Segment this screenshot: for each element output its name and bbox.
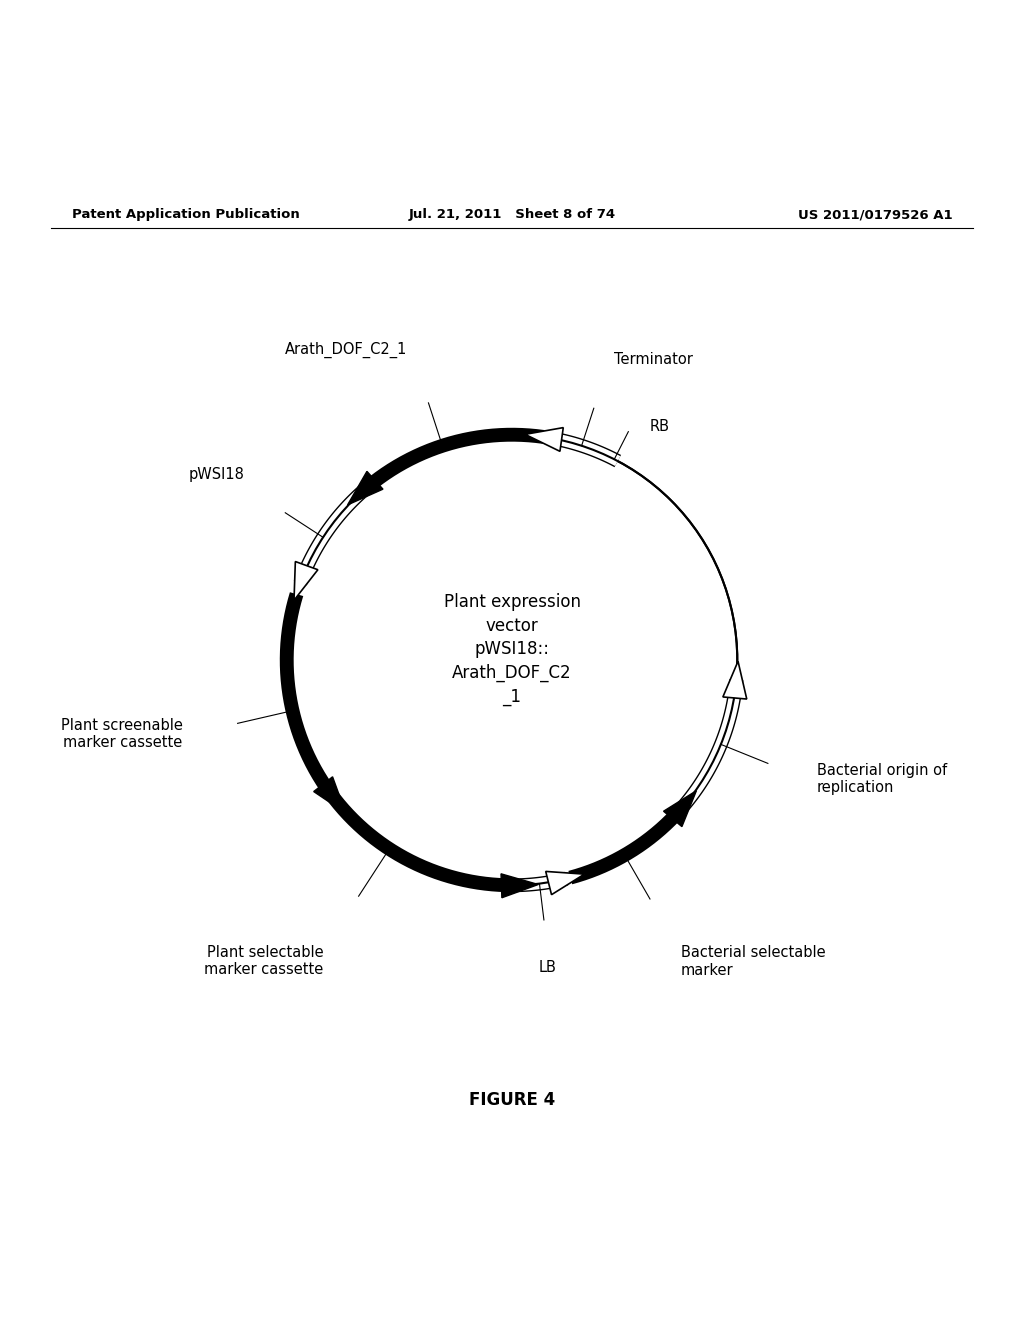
Text: US 2011/0179526 A1: US 2011/0179526 A1 [798,209,952,220]
Polygon shape [723,661,746,700]
Text: Plant selectable
marker cassette: Plant selectable marker cassette [204,945,324,977]
Text: FIGURE 4: FIGURE 4 [469,1092,555,1109]
Text: Bacterial selectable
marker: Bacterial selectable marker [681,945,825,978]
Text: Plant screenable
marker cassette: Plant screenable marker cassette [60,718,182,750]
Text: RB: RB [650,420,670,434]
Text: Plant expression
vector
pWSI18::
Arath_DOF_C2
_1: Plant expression vector pWSI18:: Arath_D… [443,593,581,706]
Polygon shape [347,471,383,506]
Polygon shape [313,776,346,813]
Text: LB: LB [539,960,556,975]
Polygon shape [501,874,539,898]
Polygon shape [525,428,563,451]
Polygon shape [664,791,696,826]
Text: Bacterial origin of
replication: Bacterial origin of replication [816,763,947,795]
Text: Patent Application Publication: Patent Application Publication [72,209,299,220]
Text: Terminator: Terminator [614,352,693,367]
Polygon shape [546,871,585,895]
Text: Arath_DOF_C2_1: Arath_DOF_C2_1 [285,342,407,358]
Text: pWSI18: pWSI18 [188,467,244,482]
Polygon shape [294,561,317,601]
Text: Jul. 21, 2011   Sheet 8 of 74: Jul. 21, 2011 Sheet 8 of 74 [409,209,615,220]
